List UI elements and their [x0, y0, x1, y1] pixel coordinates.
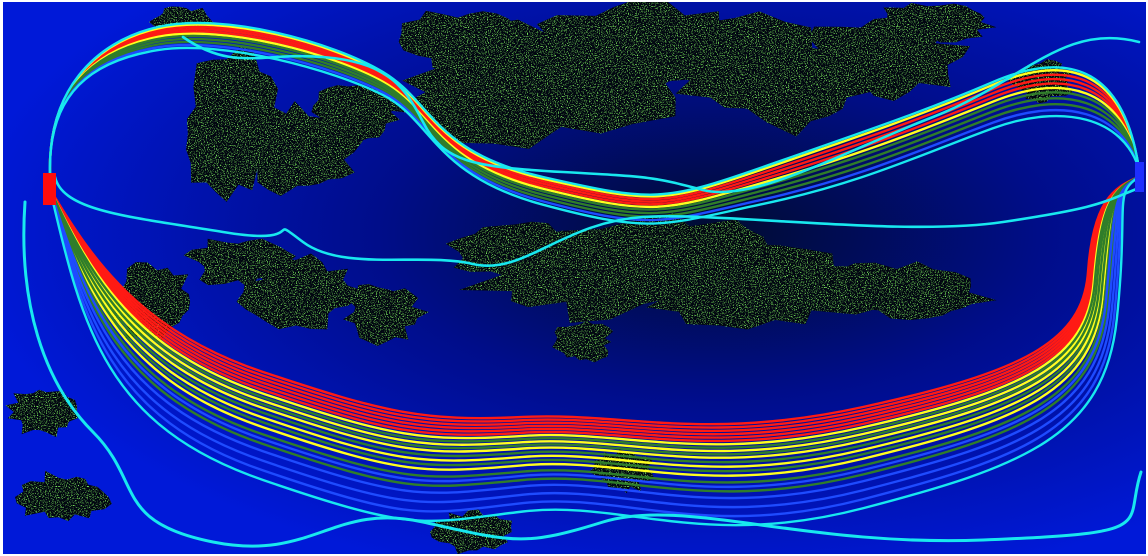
streamline-darkgreen — [48, 175, 1141, 449]
vegetation-patch — [5, 389, 78, 438]
boundary-contour-lower — [22, 200, 1143, 548]
streamline-red — [48, 175, 1141, 443]
streamline-yellow — [48, 175, 1141, 468]
streamline-yellow — [48, 23, 1141, 198]
vegetation-patch — [800, 16, 970, 101]
streamline-darkgreen — [48, 34, 1141, 211]
streamline-darkgreen — [48, 175, 1141, 484]
streamline-darkgreen — [48, 175, 1141, 473]
streamline-field — [3, 2, 1146, 554]
vegetation-patch — [398, 10, 517, 79]
streamline-red — [48, 175, 1141, 439]
streamline-red — [48, 25, 1141, 201]
streamline-yellow — [48, 175, 1141, 477]
streamline-darkgreen — [48, 175, 1141, 464]
streamline-red — [48, 175, 1141, 429]
streamline-darkgreen — [48, 40, 1141, 218]
boundary-contour-middle — [53, 175, 1141, 267]
streamline-red — [48, 175, 1141, 426]
streamline-blue — [48, 175, 1141, 509]
boundary-contour-upper — [181, 35, 1141, 194]
streamline-canvas — [3, 2, 1146, 554]
streamline-blue — [48, 175, 1141, 489]
streamline-darkgreen — [48, 37, 1141, 215]
streamline-darkgreen — [48, 175, 1141, 493]
streamline-blue — [48, 175, 1141, 500]
source-marker-left — [43, 173, 56, 205]
vegetation-patch — [671, 11, 873, 137]
streamline-red — [48, 27, 1141, 203]
streamline-red — [48, 30, 1141, 206]
source-marker-right — [1135, 162, 1144, 192]
vegetation-patch — [552, 320, 614, 363]
vegetation-patch — [588, 449, 654, 494]
vegetation-patch — [445, 221, 591, 285]
vegetation-patch — [183, 238, 296, 290]
streamline-darkgreen — [48, 175, 1141, 456]
streamline-blue — [48, 43, 1141, 222]
streamline-blue — [48, 175, 1141, 518]
vegetation-patch — [645, 243, 888, 330]
streamline-cyan — [48, 21, 1141, 196]
streamlines-layer — [22, 21, 1143, 548]
streamline-yellow — [48, 32, 1141, 209]
vegetation-patch — [311, 85, 402, 143]
vegetation-patch — [343, 284, 429, 346]
streamline-yellow — [48, 175, 1141, 446]
vegetation-patch — [15, 470, 112, 522]
vegetation-patch — [813, 261, 997, 321]
streamline-red — [48, 175, 1141, 436]
vegetation-patch — [883, 2, 997, 43]
streamline-cyan — [48, 46, 1141, 225]
streamline-red — [48, 175, 1141, 433]
